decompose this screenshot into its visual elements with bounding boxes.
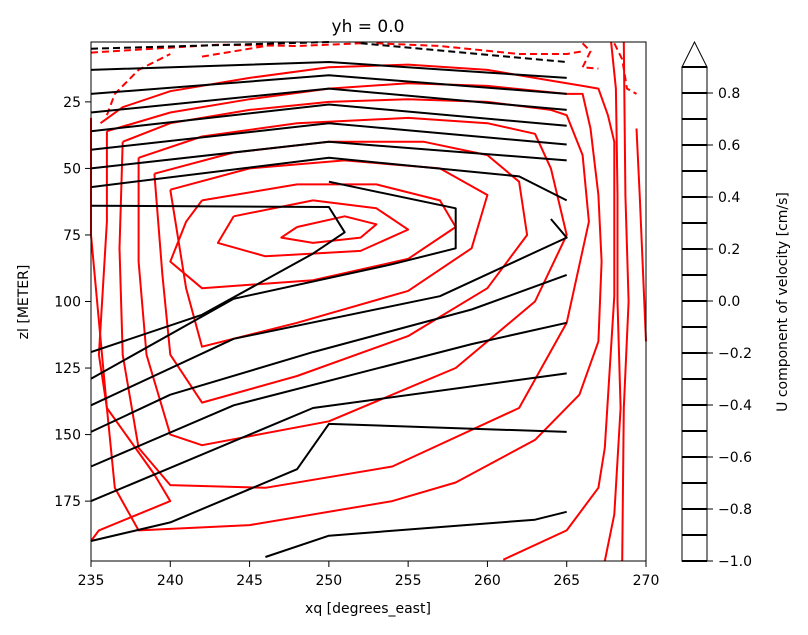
colorbar-tick-label: −0.2 (718, 346, 752, 362)
y-axis-label: zl [METER] (16, 265, 32, 340)
red-contour-12 (169, 159, 489, 348)
x-tick-label: 240 (157, 573, 184, 589)
red-contour-13 (169, 183, 457, 290)
black-contour-8 (90, 156, 568, 202)
red-contour-4 (581, 42, 599, 70)
colorbar-extend-arrow (681, 40, 708, 68)
colorbar-tick-label: −1.0 (718, 554, 752, 570)
y-tick-label: 25 (63, 95, 81, 111)
black-contour-16 (265, 510, 567, 558)
y-tick-label: 175 (54, 494, 81, 510)
red-contour-3 (376, 42, 583, 55)
red-contour-10 (137, 116, 568, 447)
contour-layer (90, 41, 647, 562)
red-contour-1 (201, 42, 282, 58)
black-contour-12 (90, 273, 568, 433)
red-contour-8 (97, 82, 603, 532)
red-contour-15 (280, 215, 378, 244)
x-tick-label: 250 (315, 573, 342, 589)
black-contour-1 (360, 42, 567, 63)
red-contour-16 (603, 41, 622, 562)
y-tick-label: 150 (54, 428, 81, 444)
y-tick-label: 100 (54, 295, 81, 311)
colorbar-tick-label: 0.0 (718, 294, 740, 310)
x-axis-label: xq [degrees_east] (305, 601, 431, 617)
red-contour-9 (118, 98, 590, 489)
black-contour-7 (90, 140, 567, 170)
black-contour-3 (90, 74, 567, 95)
black-contour-15 (90, 422, 567, 542)
red-contour-7 (99, 63, 616, 561)
black-contour-11 (90, 218, 568, 407)
red-contour-0 (90, 42, 361, 54)
x-tick-label: 245 (236, 573, 263, 589)
black-contour-13 (90, 321, 567, 468)
colorbar: 0.8 0.6 0.4 0.2 0.0 −0.2 −0.4 −0.6 −0.8 −1.0 (681, 40, 752, 570)
y-tick-label: 75 (63, 228, 81, 244)
red-contour-18 (635, 128, 647, 342)
black-contour-0 (90, 41, 329, 50)
colorbar-label: U component of velocity [cm/s] (775, 192, 791, 412)
red-contour-11 (153, 140, 529, 404)
black-contour-5 (90, 103, 567, 133)
black-contour-9 (90, 204, 346, 354)
colorbar-tick-label: 0.6 (718, 138, 740, 154)
y-tick-label: 50 (63, 161, 81, 177)
x-tick-label: 255 (395, 573, 422, 589)
red-contour-17 (621, 41, 630, 562)
colorbar-tick-label: 0.2 (718, 242, 740, 258)
black-contour-14 (90, 372, 567, 503)
y-tick-label: 125 (54, 361, 81, 377)
colorbar-tick-label: −0.6 (718, 450, 752, 466)
x-tick-label: 235 (78, 573, 105, 589)
colorbar-tick-label: −0.8 (718, 502, 752, 518)
chart-title: yh = 0.0 (332, 17, 405, 37)
black-contour-10 (90, 180, 457, 380)
black-contour-4 (90, 87, 567, 114)
x-tick-label: 265 (553, 573, 580, 589)
y-axis: 25 50 75 100 125 150 175 (54, 95, 91, 510)
red-contour-14 (216, 199, 410, 258)
colorbar-tick-label: 0.8 (718, 86, 740, 102)
colorbar-tick-label: −0.4 (718, 398, 752, 414)
x-axis: 235 240 245 250 255 260 265 270 (78, 561, 660, 589)
colorbar-body (681, 66, 708, 562)
red-contour-2 (105, 53, 171, 116)
colorbar-tick-label: 0.4 (718, 190, 740, 206)
black-contour-2 (90, 61, 567, 79)
x-tick-label: 270 (633, 573, 660, 589)
x-tick-label: 260 (474, 573, 501, 589)
black-contour-6 (90, 122, 567, 151)
